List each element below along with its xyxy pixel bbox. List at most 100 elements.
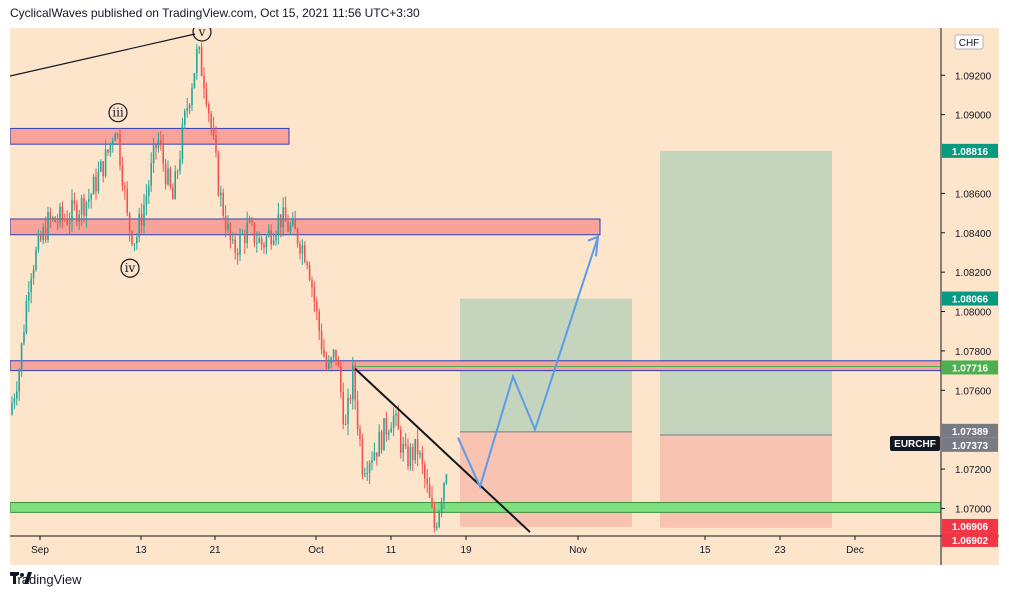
candle-body	[352, 365, 354, 400]
candle-body	[100, 161, 102, 172]
candle-body	[275, 234, 277, 241]
candle-body	[184, 110, 186, 125]
candle-body	[66, 219, 68, 225]
candle-body	[121, 165, 124, 186]
candle-body	[328, 363, 330, 369]
price-label-bg	[942, 518, 998, 533]
candle-body	[205, 88, 208, 105]
candle-body	[344, 424, 347, 426]
candle-body	[169, 168, 172, 188]
candle-body	[256, 242, 258, 244]
candle-body	[320, 330, 323, 350]
chart-area[interactable]: v iii iv EURCHF 1.09200 1.09000 1.08600 1.08400…	[10, 28, 999, 565]
candle-body	[208, 104, 210, 114]
profit-zone	[660, 150, 832, 435]
candle-body	[160, 140, 162, 145]
candle-body	[176, 171, 179, 173]
support-zone	[10, 502, 942, 513]
candle-body	[68, 221, 71, 225]
candle-body	[47, 212, 49, 240]
candle-body	[49, 212, 52, 220]
candle-body	[412, 447, 414, 461]
currency-badge	[954, 34, 984, 50]
candle-body	[388, 432, 390, 435]
candle-body	[56, 222, 59, 224]
candle-body	[116, 133, 119, 135]
wave-label-circle	[192, 28, 212, 42]
candle-body	[414, 438, 416, 461]
candle-body	[222, 192, 224, 216]
candle-body	[64, 218, 66, 220]
candlestick-chart[interactable]: v iii iv EURCHF 1.09200 1.09000 1.08600 1.08400…	[10, 28, 999, 565]
candle-body	[241, 233, 244, 235]
candle-body	[440, 500, 443, 512]
candle-body	[107, 149, 109, 153]
candle-body	[404, 443, 407, 447]
candle-body	[167, 168, 169, 185]
candle-body	[203, 75, 205, 89]
candle-body	[30, 278, 32, 293]
candle-body	[155, 145, 157, 149]
candle-body	[359, 428, 361, 440]
candle-body	[191, 87, 193, 106]
candle-body	[85, 201, 88, 216]
candle-body	[354, 365, 356, 401]
candle-body	[13, 398, 16, 404]
x-tick-label: 13	[135, 545, 147, 556]
candle-body	[59, 206, 61, 223]
candle-body	[11, 403, 13, 415]
candle-body	[229, 223, 232, 241]
candle-body	[97, 171, 100, 192]
candle-body	[28, 292, 30, 301]
candle-body	[373, 452, 376, 460]
projection-path	[457, 236, 599, 490]
candle-body	[239, 234, 241, 255]
candle-body	[44, 227, 47, 240]
candle-body	[52, 217, 54, 220]
candle-body	[258, 237, 260, 243]
candle-body	[32, 269, 35, 279]
candle-body	[407, 446, 409, 467]
candle-body	[313, 287, 316, 302]
footer: TradingView	[10, 572, 82, 587]
candle-body	[83, 197, 85, 216]
candle-body	[179, 159, 181, 172]
descending-trendline	[354, 367, 531, 533]
candle-body	[20, 343, 23, 372]
candle-body	[220, 192, 222, 196]
candle-body	[390, 428, 392, 433]
candle-body	[246, 222, 248, 244]
candle-body	[284, 207, 287, 222]
candle-body	[224, 215, 227, 231]
candle-body	[395, 413, 397, 416]
candle-body	[78, 214, 80, 222]
candle-body	[270, 230, 272, 245]
x-tick-label: Oct	[308, 545, 324, 556]
price-label-bg	[942, 143, 998, 158]
candle-body	[436, 526, 438, 528]
price-label-bg	[942, 291, 998, 306]
wave-label-circle	[120, 258, 140, 278]
x-tick-label: 19	[460, 545, 472, 556]
candle-body	[198, 47, 200, 50]
x-tick-label: 21	[209, 545, 221, 556]
candle-body	[330, 357, 332, 364]
candle-body	[253, 222, 256, 244]
candle-body	[186, 108, 188, 111]
candle-body	[119, 133, 121, 166]
candle-body	[37, 234, 40, 250]
candle-body	[426, 478, 428, 485]
candle-body	[392, 415, 395, 429]
candle-body	[380, 431, 383, 451]
resistance-zone-high	[10, 127, 290, 145]
candle-body	[323, 349, 325, 357]
candle-body	[340, 366, 342, 392]
currency-label: CHF	[959, 38, 980, 49]
price-label-bg	[942, 360, 998, 375]
candle-body	[244, 233, 246, 244]
x-tick-label: Sep	[31, 545, 49, 556]
candle-body	[364, 473, 366, 475]
candle-body	[227, 223, 229, 231]
y-tick-label: 1.09200	[955, 71, 992, 82]
candle-body	[260, 237, 263, 245]
